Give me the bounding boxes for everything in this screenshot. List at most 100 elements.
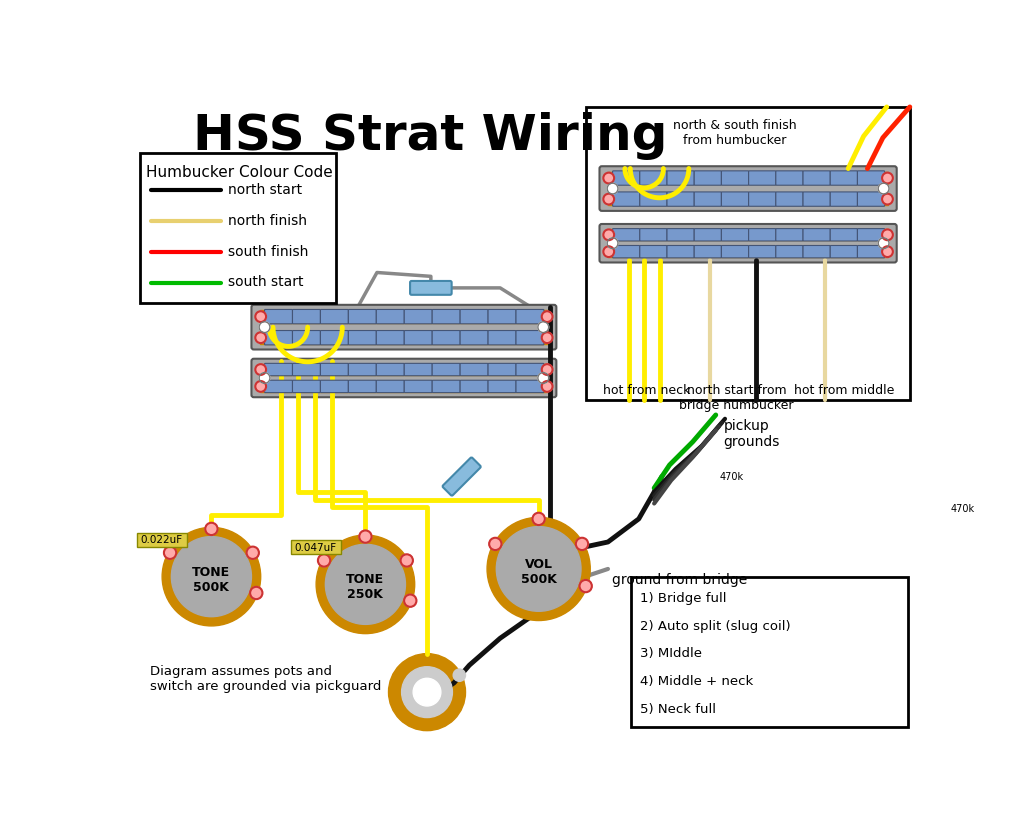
FancyBboxPatch shape [631, 576, 908, 727]
FancyBboxPatch shape [293, 331, 321, 345]
FancyBboxPatch shape [667, 192, 694, 206]
Circle shape [607, 238, 617, 249]
FancyBboxPatch shape [252, 305, 556, 350]
FancyBboxPatch shape [803, 192, 830, 206]
FancyBboxPatch shape [460, 309, 488, 324]
FancyBboxPatch shape [404, 331, 432, 345]
FancyBboxPatch shape [516, 363, 544, 375]
FancyBboxPatch shape [721, 192, 749, 206]
FancyBboxPatch shape [640, 246, 667, 258]
Text: 5) Neck full: 5) Neck full [640, 703, 717, 716]
Circle shape [882, 173, 893, 184]
FancyBboxPatch shape [321, 309, 348, 324]
FancyBboxPatch shape [694, 192, 721, 206]
Bar [260, 332, 548, 344]
FancyBboxPatch shape [857, 228, 885, 241]
Circle shape [255, 381, 266, 392]
Circle shape [532, 513, 545, 525]
FancyBboxPatch shape [460, 363, 488, 375]
Circle shape [879, 183, 889, 194]
FancyBboxPatch shape [516, 309, 544, 324]
Circle shape [575, 538, 588, 550]
Circle shape [542, 332, 553, 343]
Circle shape [255, 332, 266, 343]
Circle shape [607, 183, 617, 194]
FancyBboxPatch shape [749, 228, 776, 241]
Circle shape [255, 311, 266, 322]
FancyBboxPatch shape [721, 228, 749, 241]
FancyBboxPatch shape [830, 192, 857, 206]
FancyBboxPatch shape [321, 363, 348, 375]
Text: 0.022uF: 0.022uF [140, 535, 182, 546]
Circle shape [255, 364, 266, 375]
FancyBboxPatch shape [252, 359, 556, 397]
FancyBboxPatch shape [488, 309, 516, 324]
FancyBboxPatch shape [749, 171, 776, 185]
FancyBboxPatch shape [321, 380, 348, 393]
FancyBboxPatch shape [376, 380, 404, 393]
Circle shape [205, 523, 217, 535]
FancyBboxPatch shape [749, 246, 776, 258]
Text: 3) MIddle: 3) MIddle [640, 648, 702, 661]
Text: south finish: south finish [228, 245, 308, 259]
FancyBboxPatch shape [140, 153, 336, 304]
FancyBboxPatch shape [612, 192, 640, 206]
Text: north start from
bridge humbucker: north start from bridge humbucker [679, 384, 794, 412]
Circle shape [603, 194, 614, 204]
FancyBboxPatch shape [264, 309, 293, 324]
FancyBboxPatch shape [488, 380, 516, 393]
Circle shape [316, 535, 415, 633]
FancyBboxPatch shape [293, 363, 321, 375]
FancyBboxPatch shape [776, 192, 803, 206]
Text: pickup
grounds: pickup grounds [724, 418, 780, 449]
Circle shape [882, 194, 893, 204]
Circle shape [497, 527, 581, 611]
Circle shape [542, 381, 553, 392]
Text: ground from bridge: ground from bridge [611, 573, 748, 587]
FancyBboxPatch shape [432, 309, 460, 324]
Text: 1) Bridge full: 1) Bridge full [640, 592, 727, 605]
Text: 4) Middle + neck: 4) Middle + neck [640, 675, 754, 688]
FancyBboxPatch shape [293, 380, 321, 393]
Circle shape [879, 238, 889, 249]
FancyBboxPatch shape [460, 331, 488, 345]
Circle shape [603, 229, 614, 240]
FancyBboxPatch shape [830, 171, 857, 185]
FancyBboxPatch shape [830, 228, 857, 241]
FancyBboxPatch shape [404, 380, 432, 393]
FancyBboxPatch shape [432, 380, 460, 393]
FancyBboxPatch shape [376, 309, 404, 324]
Circle shape [388, 653, 466, 730]
Text: south start: south start [228, 275, 304, 289]
FancyBboxPatch shape [776, 228, 803, 241]
FancyBboxPatch shape [404, 363, 432, 375]
FancyBboxPatch shape [587, 107, 909, 399]
Circle shape [259, 322, 270, 332]
Circle shape [247, 547, 259, 559]
Bar [608, 229, 888, 240]
FancyBboxPatch shape [516, 380, 544, 393]
FancyBboxPatch shape [376, 331, 404, 345]
FancyBboxPatch shape [432, 331, 460, 345]
Circle shape [359, 530, 372, 543]
FancyBboxPatch shape [293, 309, 321, 324]
Circle shape [164, 547, 176, 559]
FancyBboxPatch shape [694, 171, 721, 185]
FancyBboxPatch shape [857, 192, 885, 206]
FancyBboxPatch shape [516, 331, 544, 345]
FancyBboxPatch shape [432, 363, 460, 375]
Circle shape [882, 246, 893, 257]
Circle shape [542, 364, 553, 375]
Circle shape [400, 554, 413, 566]
FancyBboxPatch shape [803, 228, 830, 241]
FancyBboxPatch shape [599, 224, 897, 262]
Text: north start: north start [228, 183, 302, 197]
FancyBboxPatch shape [857, 246, 885, 258]
FancyBboxPatch shape [264, 363, 293, 375]
FancyBboxPatch shape [348, 309, 376, 324]
Circle shape [542, 311, 553, 322]
FancyBboxPatch shape [749, 192, 776, 206]
FancyBboxPatch shape [376, 363, 404, 375]
FancyBboxPatch shape [348, 363, 376, 375]
FancyBboxPatch shape [488, 363, 516, 375]
